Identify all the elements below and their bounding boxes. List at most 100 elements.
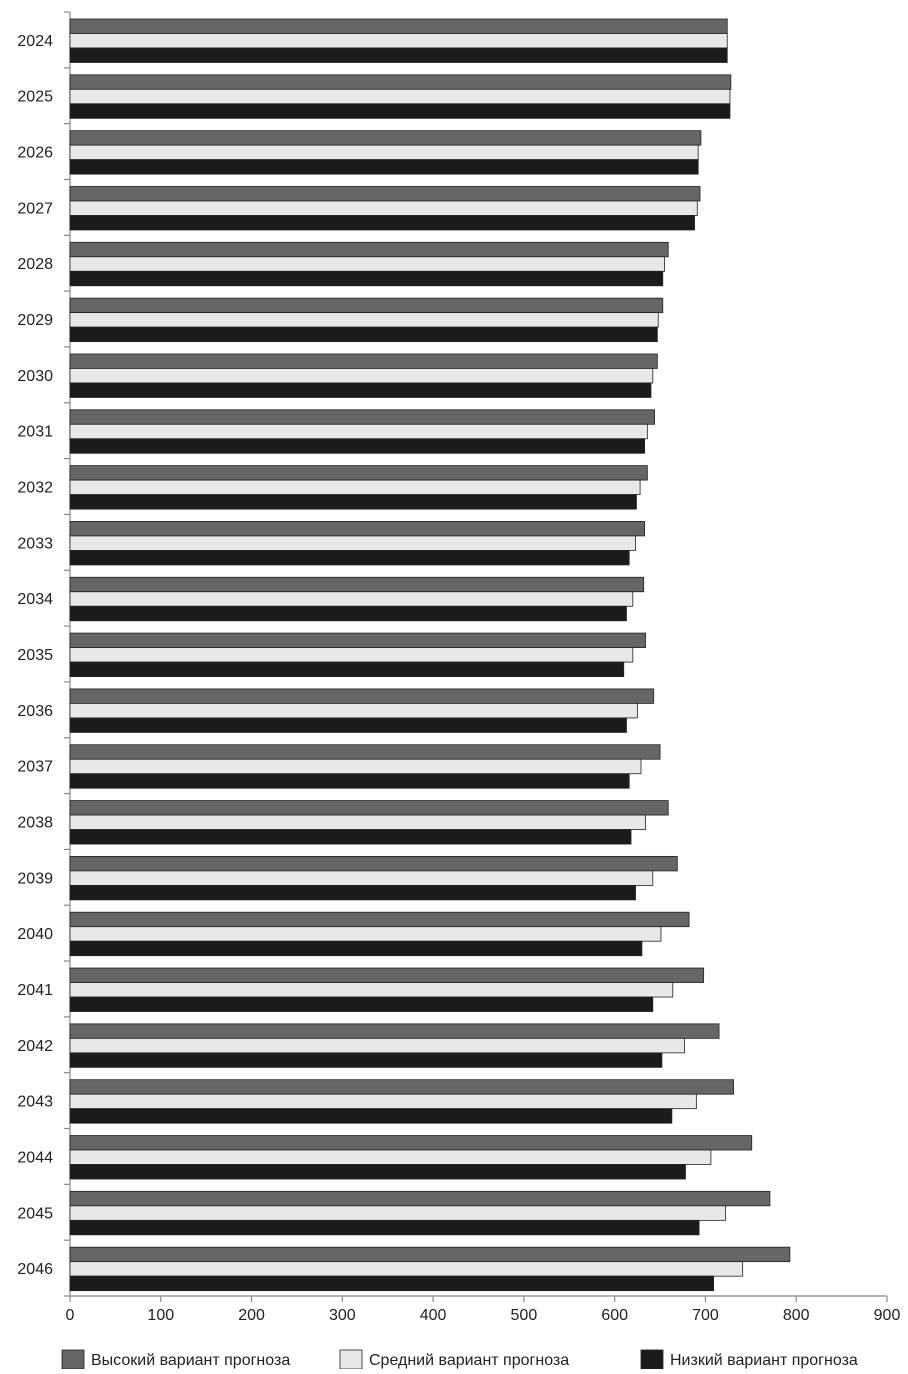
bar-high <box>69 1079 734 1095</box>
bar-medium <box>69 200 698 216</box>
x-tick-label: 800 <box>783 1307 810 1324</box>
y-tick-label: 2027 <box>17 200 53 217</box>
bar-high <box>69 465 648 481</box>
bar-medium <box>69 703 638 719</box>
y-tick-label: 2040 <box>17 926 53 943</box>
y-tick-label: 2033 <box>17 535 53 552</box>
bar-medium <box>69 256 665 272</box>
bar-low <box>69 1052 663 1068</box>
bar-medium <box>69 758 642 775</box>
y-tick-label: 2030 <box>17 368 53 385</box>
bar-low <box>69 940 643 957</box>
bar-high <box>69 297 664 314</box>
bar-high <box>69 855 678 872</box>
y-tick-label: 2026 <box>17 145 53 162</box>
bar-high <box>69 688 655 704</box>
bar-low <box>69 605 627 622</box>
y-tick-label: 2037 <box>17 759 53 776</box>
legend-label: Высокий вариант прогноза <box>91 1352 290 1369</box>
bar-medium <box>69 535 636 551</box>
bar-high <box>69 409 656 425</box>
legend-label: Средний вариант прогноза <box>369 1352 569 1369</box>
y-tick-label: 2046 <box>17 1261 53 1278</box>
bar-medium <box>69 479 641 496</box>
x-tick-label: 200 <box>238 1307 265 1324</box>
x-tick-label: 400 <box>420 1307 447 1324</box>
bar-high <box>69 911 690 928</box>
bar-low <box>69 494 637 510</box>
bar-high <box>69 241 669 258</box>
y-tick-label: 2042 <box>17 1038 53 1055</box>
y-tick-label: 2038 <box>17 814 53 831</box>
bar-low <box>69 773 630 789</box>
bar-low <box>69 1164 686 1180</box>
bar-low <box>69 382 652 398</box>
bar-high <box>69 18 728 34</box>
bar-high <box>69 967 705 983</box>
bar-high <box>69 576 645 593</box>
bar-high <box>69 632 646 648</box>
bar-high <box>69 1023 720 1039</box>
bar-low <box>69 996 654 1012</box>
bar-low <box>69 1275 715 1292</box>
bar-low <box>69 884 636 901</box>
bar-high <box>69 744 661 760</box>
bar-medium <box>69 144 699 161</box>
y-tick-label: 2028 <box>17 256 53 273</box>
y-tick-label: 2041 <box>17 982 53 999</box>
y-tick-label: 2031 <box>17 424 53 441</box>
y-tick-label: 2034 <box>17 591 53 608</box>
y-tick-label: 2044 <box>17 1149 53 1166</box>
bar-low <box>69 438 646 454</box>
bar-medium <box>69 88 731 105</box>
y-tick-label: 2039 <box>17 870 53 887</box>
bar-high <box>69 1135 753 1151</box>
bar-medium <box>69 368 654 384</box>
legend-swatch <box>640 1349 664 1370</box>
bar-low <box>69 270 664 287</box>
x-tick-label: 500 <box>511 1307 538 1324</box>
bar-low <box>69 326 658 343</box>
legend-label: Низкий вариант прогноза <box>670 1352 858 1369</box>
bar-high <box>69 1190 771 1207</box>
bar-high <box>69 521 646 537</box>
x-tick-label: 300 <box>329 1307 356 1324</box>
bar-medium <box>69 814 646 830</box>
y-tick-label: 2036 <box>17 703 53 720</box>
bar-medium <box>69 982 674 998</box>
bar-high <box>69 353 658 369</box>
y-tick-label: 2024 <box>17 33 53 50</box>
bar-low <box>69 103 731 119</box>
bar-high <box>69 800 669 816</box>
x-tick-label: 600 <box>601 1307 628 1324</box>
bar-medium <box>69 1037 685 1054</box>
bar-high <box>69 130 702 146</box>
y-tick-label: 2032 <box>17 480 53 497</box>
x-tick-label: 0 <box>66 1307 75 1324</box>
legend-swatch <box>339 1349 363 1370</box>
bar-low <box>69 1219 700 1236</box>
bar-high <box>69 74 732 90</box>
bar-low <box>69 159 699 175</box>
x-tick-label: 900 <box>874 1307 901 1324</box>
bar-medium <box>69 1149 712 1165</box>
bar-medium <box>69 1205 726 1221</box>
bar-medium <box>69 591 634 607</box>
bar-medium <box>69 312 659 328</box>
y-tick-label: 2025 <box>17 89 53 106</box>
bar-low <box>69 47 728 63</box>
bar-high <box>69 1246 791 1263</box>
bar-medium <box>69 647 634 663</box>
bar-low <box>69 829 632 845</box>
bar-low <box>69 1108 673 1124</box>
bar-low <box>69 550 630 566</box>
x-tick-label: 100 <box>147 1307 174 1324</box>
bar-medium <box>69 1261 744 1277</box>
bar-low <box>69 717 627 733</box>
bar-medium <box>69 423 648 440</box>
bar-medium <box>69 1093 697 1110</box>
bar-medium <box>69 33 728 49</box>
x-tick-label: 700 <box>692 1307 719 1324</box>
